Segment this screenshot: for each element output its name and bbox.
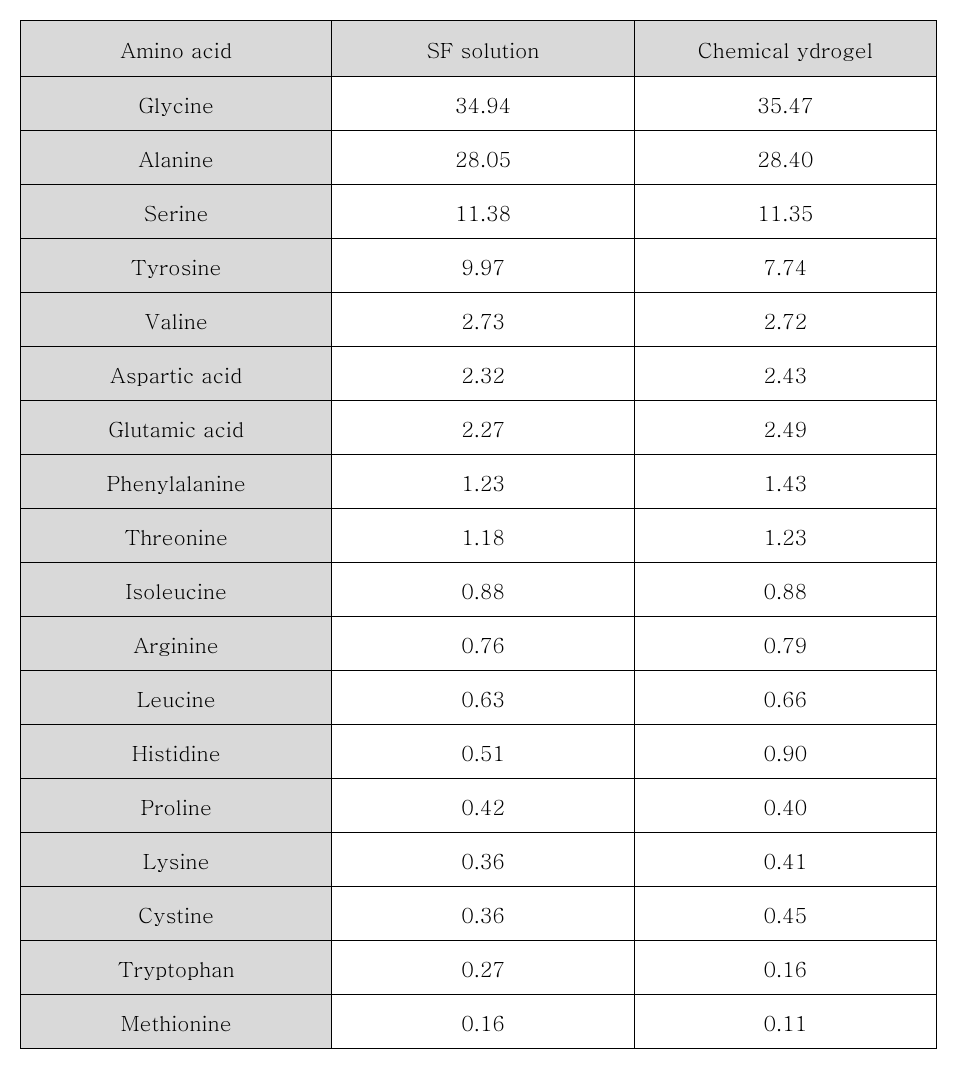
- table-row: Lysine 0.36 0.41: [21, 833, 937, 887]
- sf-solution-value: 0.36: [332, 887, 634, 941]
- table-row: Glycine 34.94 35.47: [21, 77, 937, 131]
- sf-solution-value: 9.97: [332, 239, 634, 293]
- chemical-hydrogel-value: 0.90: [634, 725, 936, 779]
- table-row: Threonine 1.18 1.23: [21, 509, 937, 563]
- amino-acid-name: Serine: [21, 185, 332, 239]
- chemical-hydrogel-value: 28.40: [634, 131, 936, 185]
- amino-acid-name: Lysine: [21, 833, 332, 887]
- chemical-hydrogel-value: 0.79: [634, 617, 936, 671]
- col-header-chemical-hydrogel: Chemical ydrogel: [634, 21, 936, 77]
- amino-acid-name: Tryptophan: [21, 941, 332, 995]
- chemical-hydrogel-value: 0.16: [634, 941, 936, 995]
- amino-acid-name: Phenylalanine: [21, 455, 332, 509]
- chemical-hydrogel-value: 35.47: [634, 77, 936, 131]
- amino-acid-name: Tyrosine: [21, 239, 332, 293]
- chemical-hydrogel-value: 11.35: [634, 185, 936, 239]
- chemical-hydrogel-value: 1.43: [634, 455, 936, 509]
- chemical-hydrogel-value: 0.45: [634, 887, 936, 941]
- chemical-hydrogel-value: 0.88: [634, 563, 936, 617]
- amino-acid-name: Glycine: [21, 77, 332, 131]
- chemical-hydrogel-value: 7.74: [634, 239, 936, 293]
- table-row: Phenylalanine 1.23 1.43: [21, 455, 937, 509]
- sf-solution-value: 0.76: [332, 617, 634, 671]
- chemical-hydrogel-value: 0.66: [634, 671, 936, 725]
- table-body: Glycine 34.94 35.47 Alanine 28.05 28.40 …: [21, 77, 937, 1049]
- chemical-hydrogel-value: 2.72: [634, 293, 936, 347]
- amino-acid-table: Amino acid SF solution Chemical ydrogel …: [20, 20, 937, 1049]
- amino-acid-name: Aspartic acid: [21, 347, 332, 401]
- sf-solution-value: 0.63: [332, 671, 634, 725]
- amino-acid-name: Histidine: [21, 725, 332, 779]
- table-row: Methionine 0.16 0.11: [21, 995, 937, 1049]
- table-row: Arginine 0.76 0.79: [21, 617, 937, 671]
- sf-solution-value: 1.23: [332, 455, 634, 509]
- table-row: Serine 11.38 11.35: [21, 185, 937, 239]
- table-row: Aspartic acid 2.32 2.43: [21, 347, 937, 401]
- table-row: Tyrosine 9.97 7.74: [21, 239, 937, 293]
- amino-acid-name: Leucine: [21, 671, 332, 725]
- amino-acid-name: Valine: [21, 293, 332, 347]
- table-row: Alanine 28.05 28.40: [21, 131, 937, 185]
- table-header-row: Amino acid SF solution Chemical ydrogel: [21, 21, 937, 77]
- amino-acid-name: Proline: [21, 779, 332, 833]
- sf-solution-value: 2.73: [332, 293, 634, 347]
- table-row: Leucine 0.63 0.66: [21, 671, 937, 725]
- table-row: Isoleucine 0.88 0.88: [21, 563, 937, 617]
- amino-acid-name: Threonine: [21, 509, 332, 563]
- amino-acid-table-container: Amino acid SF solution Chemical ydrogel …: [20, 20, 937, 1049]
- amino-acid-name: Glutamic acid: [21, 401, 332, 455]
- sf-solution-value: 0.42: [332, 779, 634, 833]
- sf-solution-value: 2.32: [332, 347, 634, 401]
- table-row: Cystine 0.36 0.45: [21, 887, 937, 941]
- amino-acid-name: Methionine: [21, 995, 332, 1049]
- amino-acid-name: Alanine: [21, 131, 332, 185]
- col-header-amino-acid: Amino acid: [21, 21, 332, 77]
- chemical-hydrogel-value: 0.40: [634, 779, 936, 833]
- col-header-sf-solution: SF solution: [332, 21, 634, 77]
- amino-acid-name: Arginine: [21, 617, 332, 671]
- chemical-hydrogel-value: 2.49: [634, 401, 936, 455]
- table-row: Tryptophan 0.27 0.16: [21, 941, 937, 995]
- sf-solution-value: 28.05: [332, 131, 634, 185]
- chemical-hydrogel-value: 2.43: [634, 347, 936, 401]
- table-row: Histidine 0.51 0.90: [21, 725, 937, 779]
- table-row: Glutamic acid 2.27 2.49: [21, 401, 937, 455]
- sf-solution-value: 1.18: [332, 509, 634, 563]
- amino-acid-name: Isoleucine: [21, 563, 332, 617]
- table-row: Proline 0.42 0.40: [21, 779, 937, 833]
- sf-solution-value: 0.36: [332, 833, 634, 887]
- sf-solution-value: 0.51: [332, 725, 634, 779]
- chemical-hydrogel-value: 0.11: [634, 995, 936, 1049]
- chemical-hydrogel-value: 1.23: [634, 509, 936, 563]
- sf-solution-value: 0.88: [332, 563, 634, 617]
- sf-solution-value: 11.38: [332, 185, 634, 239]
- sf-solution-value: 2.27: [332, 401, 634, 455]
- table-row: Valine 2.73 2.72: [21, 293, 937, 347]
- amino-acid-name: Cystine: [21, 887, 332, 941]
- sf-solution-value: 34.94: [332, 77, 634, 131]
- sf-solution-value: 0.16: [332, 995, 634, 1049]
- chemical-hydrogel-value: 0.41: [634, 833, 936, 887]
- sf-solution-value: 0.27: [332, 941, 634, 995]
